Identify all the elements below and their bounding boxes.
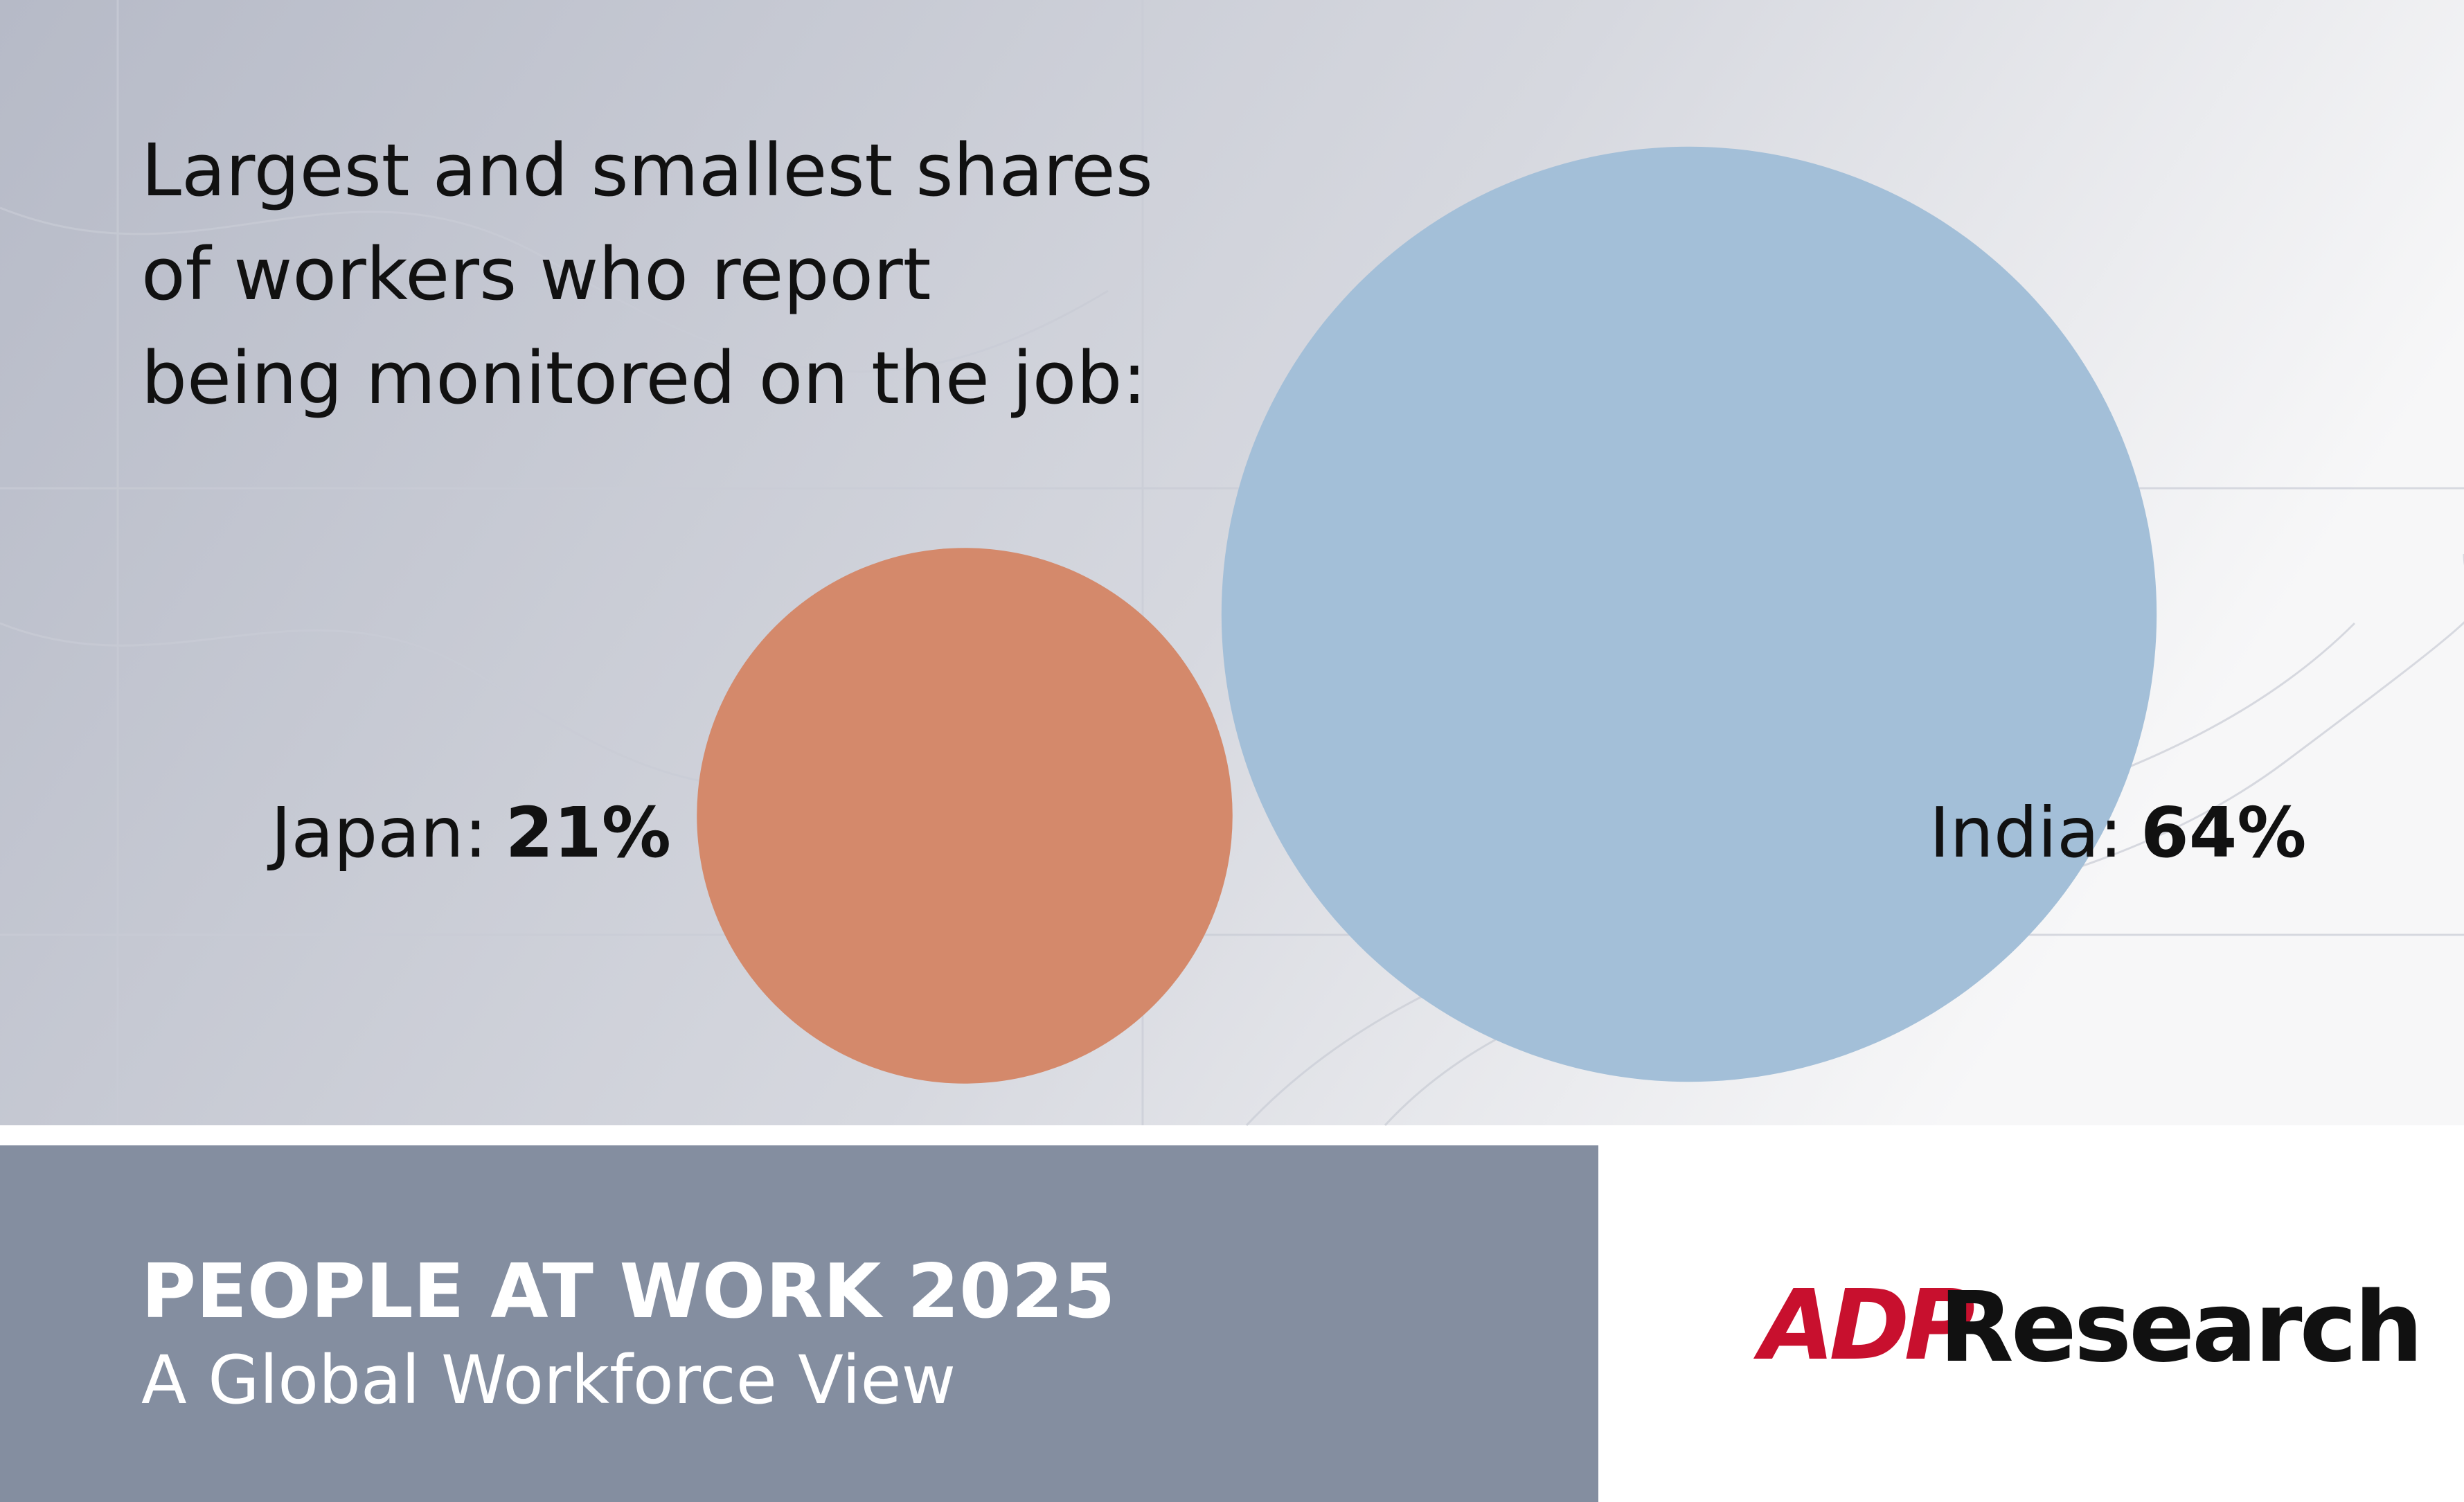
plot: Japan: 21% India: 64% [267, 146, 2306, 1084]
category-label: Japan: [267, 792, 488, 873]
footer-subtitle: A Global Workforce View [141, 1341, 956, 1419]
title-line: being monitored on the job: [141, 336, 1146, 420]
bubble [1221, 146, 2157, 1082]
bubble-label: Japan: 21% [267, 792, 671, 873]
title-line: of workers who report [141, 232, 931, 316]
category-label: India: [1929, 792, 2123, 873]
value-label: 21% [506, 792, 671, 873]
value-label: 64% [2141, 792, 2306, 873]
brand: Research [1939, 1271, 2420, 1384]
bubble-label: India: 64% [1929, 792, 2306, 873]
logo: ADP [1753, 1269, 1974, 1382]
chart-title: Largest and smallest shares of workers wh… [141, 128, 1153, 420]
title-line: Largest and smallest shares [141, 128, 1153, 213]
footer-band [0, 1145, 1598, 1502]
bubble [697, 548, 1233, 1084]
footer-title: PEOPLE AT WORK 2025 [141, 1249, 1116, 1335]
